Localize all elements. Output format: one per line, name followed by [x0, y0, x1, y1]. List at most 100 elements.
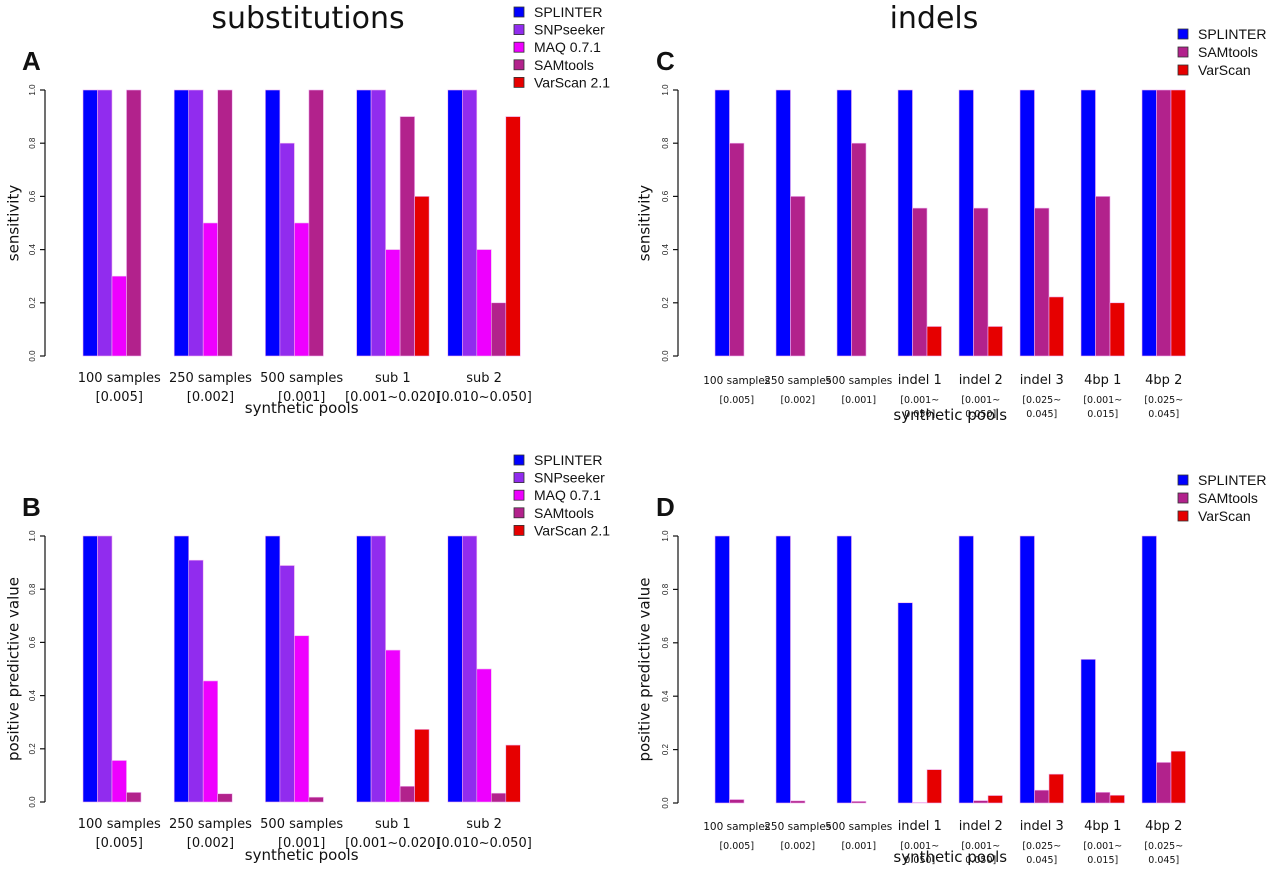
bar-splinter: [265, 535, 281, 803]
bar-samtools: [308, 796, 324, 803]
legend-swatch: [513, 6, 525, 18]
panel-letter: D: [656, 492, 675, 522]
bar-splinter: [714, 89, 730, 357]
bar-group: sub 2 [0.010~0.050]: [436, 89, 532, 405]
legend-swatch: [513, 454, 525, 466]
bar-samtools: [729, 799, 745, 804]
legend-label: SPLINTER: [1198, 472, 1266, 488]
bar-varscan: [926, 769, 942, 804]
bar-group: 250 samples [0.002]: [764, 89, 831, 406]
x-category-label: indel 2: [959, 373, 1003, 388]
bar-group: 100 samples [0.005]: [703, 89, 770, 406]
bar-group: sub 1 [0.001~0.020]: [345, 89, 441, 405]
bar-splinter: [1019, 89, 1035, 357]
legend-label: VarScan: [1198, 508, 1251, 524]
panel-letter: A: [22, 46, 41, 76]
bar-splinter: [1141, 89, 1157, 357]
x-category-label: [0.025~: [1144, 395, 1183, 406]
bar-varscan: [1109, 302, 1125, 357]
bar-snpseeker: [461, 535, 478, 803]
bar-group: 250 samples [0.002]: [764, 535, 831, 852]
legend-swatch: [1177, 510, 1189, 522]
y-axis-label: sensitivity: [636, 185, 654, 262]
bar-maq-0-7-1: [111, 275, 127, 357]
bar-samtools: [790, 800, 806, 804]
bar-samtools: [1034, 789, 1050, 804]
x-category-label: sub 2: [466, 817, 502, 832]
bar-varscan-2-1: [505, 116, 521, 357]
bar-group: indel 3 [0.025~ 0.045]: [1020, 535, 1064, 866]
x-category-label: [0.010~0.050]: [436, 836, 531, 851]
x-category-label: 100 samples: [703, 375, 770, 387]
x-category-label: indel 2: [959, 819, 1003, 834]
legend-swatch: [513, 489, 525, 501]
y-tick-label: 0.4: [28, 243, 37, 255]
x-category-label: [0.001~0.020]: [345, 836, 440, 851]
panel-d: D 0.0 0.2 0.4 0.6 0.8 1.0 positive predictive v…: [636, 472, 1267, 866]
bar-snpseeker: [370, 535, 386, 803]
panel-c: C 0.0 0.2 0.4 0.6 0.8 1.0 sensitivity 100 sample…: [636, 26, 1267, 424]
bar-snpseeker: [188, 559, 204, 803]
x-category-label: 100 samples: [703, 821, 770, 833]
x-category-label: [0.002]: [780, 395, 815, 406]
bar-snpseeker: [279, 142, 295, 357]
bar-varscan: [1170, 750, 1186, 804]
legend-swatch: [513, 525, 525, 536]
x-category-label: 500 samples: [825, 821, 892, 833]
legend-label: SAMtools: [534, 505, 594, 521]
x-category-label: indel 1: [898, 819, 942, 834]
bar-splinter: [958, 89, 974, 357]
bar-varscan: [987, 326, 1003, 357]
bar-varscan-2-1: [414, 196, 430, 357]
x-category-label: 250 samples: [764, 375, 831, 387]
bar-group: 100 samples [0.005]: [78, 89, 161, 405]
bar-samtools: [851, 801, 867, 804]
x-category-label: 4bp 1: [1084, 819, 1121, 834]
legend-label: SNPseeker: [534, 470, 605, 486]
bar-maq-0-7-1: [294, 635, 310, 803]
bar-samtools: [729, 142, 745, 357]
x-axis-label: synthetic pools: [245, 399, 359, 417]
y-tick-label: 0.6: [661, 637, 670, 649]
bar-samtools: [1095, 792, 1111, 804]
x-category-label: [0.005]: [719, 395, 754, 406]
x-category-label: 0.050]: [965, 855, 996, 866]
bar-samtools: [308, 89, 324, 357]
y-axis-label: positive predictive value: [5, 577, 23, 761]
bar-group: indel 2 [0.001~ 0.050]: [959, 535, 1003, 866]
y-tick-label: 1.0: [661, 84, 670, 96]
x-category-label: indel 1: [898, 373, 942, 388]
bar-splinter: [1141, 535, 1157, 804]
panel-b: B 0.0 0.2 0.4 0.6 0.8 1.0 positive predictive v…: [5, 452, 611, 864]
bar-splinter: [265, 89, 281, 357]
y-tick-label: 0.8: [661, 583, 670, 595]
x-category-label: 0.015]: [1087, 409, 1118, 420]
x-category-label: [0.005]: [96, 390, 143, 405]
legend-label: VarScan 2.1: [534, 74, 610, 90]
legend-swatch: [513, 507, 525, 519]
x-category-label: 250 samples: [169, 371, 252, 386]
x-category-label: 0.015]: [1087, 855, 1118, 866]
indels-title: indels: [890, 1, 979, 36]
bar-maq-0-7-1: [385, 649, 401, 803]
legend-label: SAMtools: [1198, 44, 1258, 60]
bar-snpseeker: [97, 89, 113, 357]
x-category-label: indel 3: [1020, 373, 1064, 388]
bar-maq-0-7-1: [202, 222, 218, 357]
bar-group: 250 samples [0.002]: [169, 535, 252, 851]
bar-group: 500 samples [0.001]: [260, 89, 343, 405]
x-category-label: [0.001]: [841, 395, 876, 406]
bar-group: sub 2 [0.010~0.050]: [436, 535, 532, 851]
x-category-label: [0.002]: [780, 841, 815, 852]
y-tick-label: 0.6: [661, 190, 670, 202]
bar-samtools: [126, 792, 142, 803]
x-category-label: [0.010~0.050]: [436, 390, 531, 405]
legend-swatch: [1177, 64, 1189, 76]
x-category-label: sub 1: [375, 371, 411, 386]
bar-varscan: [1048, 773, 1064, 804]
x-category-label: [0.001~: [1083, 395, 1122, 406]
x-category-label: sub 2: [466, 371, 502, 386]
bar-splinter: [1080, 659, 1096, 804]
legend-label: SAMtools: [1198, 490, 1258, 506]
